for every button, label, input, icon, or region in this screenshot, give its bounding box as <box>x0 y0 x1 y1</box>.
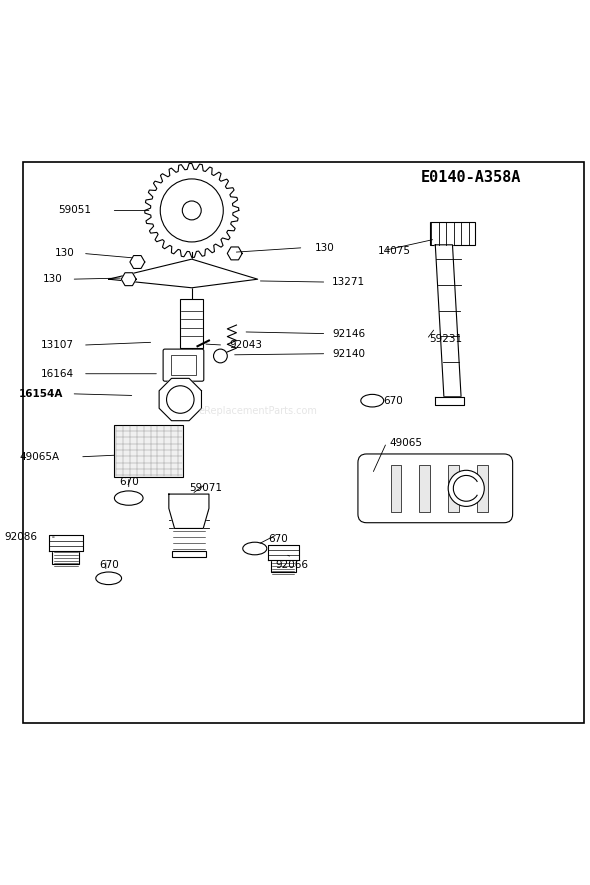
Polygon shape <box>169 494 209 528</box>
Bar <box>181 299 203 348</box>
Polygon shape <box>435 396 464 405</box>
Bar <box>448 466 458 512</box>
Bar <box>171 355 196 375</box>
Text: 16164: 16164 <box>41 369 74 379</box>
Bar <box>271 558 296 572</box>
Circle shape <box>214 349 227 363</box>
Bar <box>172 551 206 557</box>
Text: 670: 670 <box>119 477 139 487</box>
Polygon shape <box>268 545 299 560</box>
Bar <box>391 466 401 512</box>
FancyBboxPatch shape <box>163 349 204 381</box>
Text: 13107: 13107 <box>41 340 74 350</box>
Text: E0140-A358A: E0140-A358A <box>421 170 521 185</box>
Text: 670: 670 <box>384 396 404 405</box>
Polygon shape <box>48 535 83 551</box>
Text: 92140: 92140 <box>332 349 365 358</box>
Bar <box>114 426 183 477</box>
Text: 130: 130 <box>315 242 335 253</box>
Text: eReplacementParts.com: eReplacementParts.com <box>198 406 317 416</box>
Text: 92043: 92043 <box>229 340 262 350</box>
Text: 670: 670 <box>268 535 287 544</box>
Polygon shape <box>130 256 145 268</box>
Text: 92146: 92146 <box>332 328 365 339</box>
Polygon shape <box>435 245 461 396</box>
Text: 49065A: 49065A <box>20 452 60 462</box>
Text: 670: 670 <box>99 560 119 570</box>
Bar <box>477 466 487 512</box>
Text: 92066: 92066 <box>276 560 309 570</box>
Bar <box>430 222 476 245</box>
Text: 130: 130 <box>54 249 74 258</box>
Bar <box>419 466 430 512</box>
Text: 59051: 59051 <box>58 205 91 215</box>
Text: 13271: 13271 <box>332 277 365 287</box>
Text: 59071: 59071 <box>189 482 222 493</box>
Text: 16154A: 16154A <box>18 389 63 399</box>
Polygon shape <box>159 379 201 420</box>
FancyBboxPatch shape <box>358 454 513 523</box>
Polygon shape <box>122 273 136 286</box>
Polygon shape <box>109 259 258 288</box>
Text: 130: 130 <box>43 274 63 284</box>
Circle shape <box>448 470 484 506</box>
Bar <box>52 550 80 565</box>
Text: 59231: 59231 <box>430 335 463 344</box>
Text: 14075: 14075 <box>378 245 411 256</box>
Text: 92086: 92086 <box>4 532 37 542</box>
Text: 49065: 49065 <box>389 437 422 448</box>
Polygon shape <box>227 247 242 260</box>
